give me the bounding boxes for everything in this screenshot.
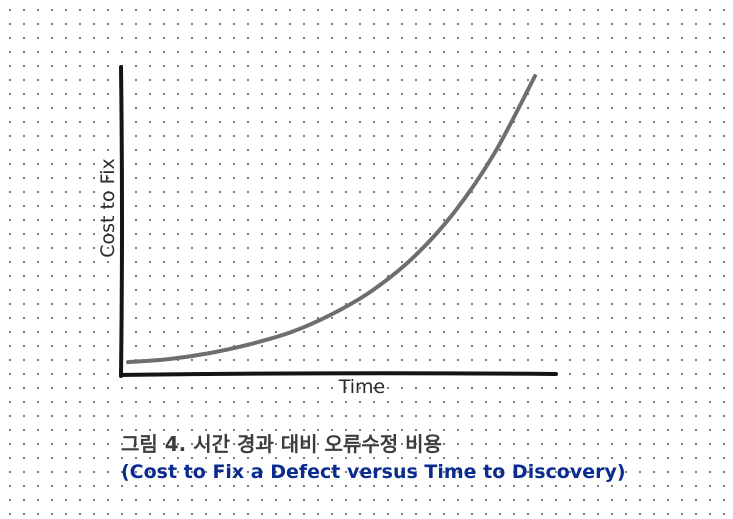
figure-caption-korean: 그림 4. 시간 경과 대비 오류수정 비용 (121, 432, 442, 456)
figure-caption-english: (Cost to Fix a Defect versus Time to Dis… (121, 461, 626, 483)
x-axis-line (119, 371, 558, 377)
x-axis-title: Time (338, 376, 386, 398)
y-axis-line (119, 65, 124, 378)
y-axis-title: Cost to Fix (97, 158, 119, 257)
cost-curve-line (126, 74, 537, 365)
